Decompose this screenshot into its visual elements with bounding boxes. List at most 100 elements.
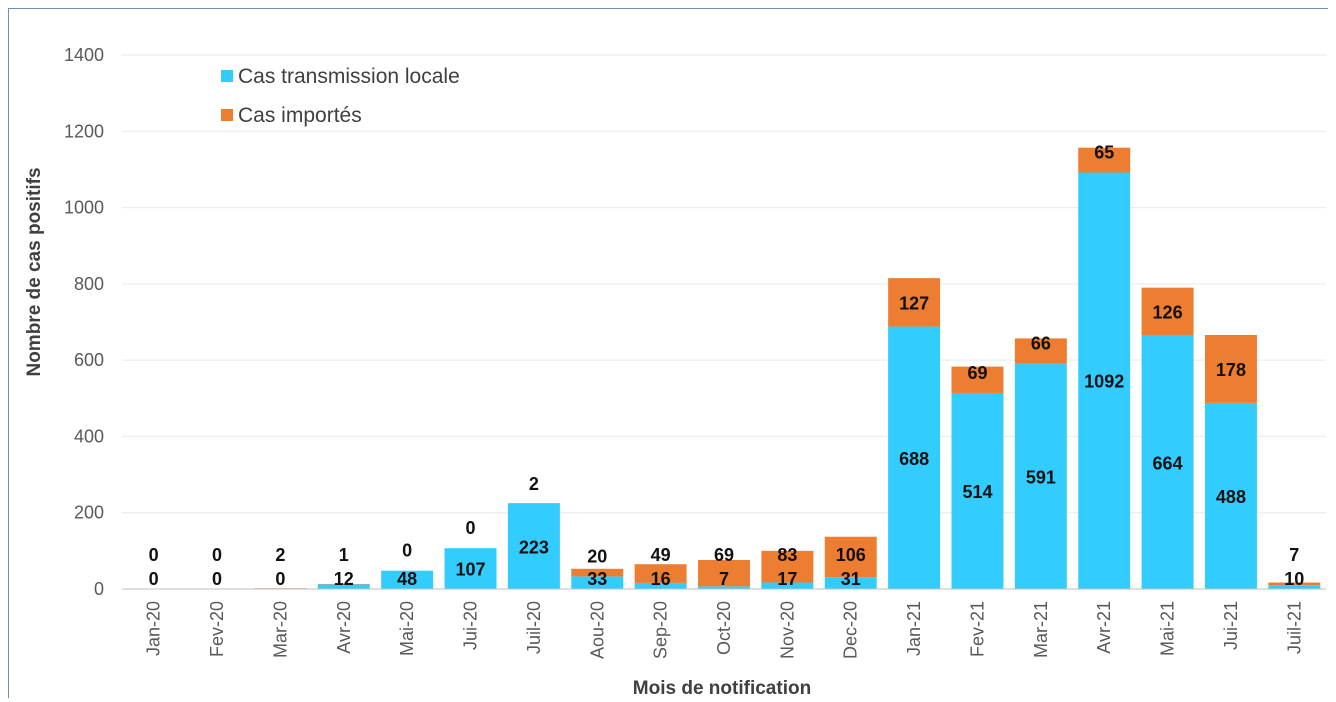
x-tick-label: Sep-20 bbox=[651, 601, 671, 659]
data-label-local: 223 bbox=[519, 537, 549, 557]
data-label-local: 0 bbox=[149, 569, 159, 589]
bar-imported bbox=[761, 550, 814, 583]
data-label-imported: 127 bbox=[899, 293, 929, 313]
data-label-local: 0 bbox=[275, 569, 285, 589]
bar-imported bbox=[571, 568, 624, 577]
bar-local bbox=[1141, 335, 1194, 589]
y-tick-label: 1400 bbox=[64, 45, 104, 65]
x-tick-label: Mai-21 bbox=[1158, 601, 1178, 656]
x-tick-label: Juil-21 bbox=[1284, 601, 1304, 654]
bar-local bbox=[381, 570, 434, 589]
bar-imported bbox=[698, 560, 750, 587]
data-label-imported: 69 bbox=[714, 545, 734, 565]
x-tick-label: Mar-21 bbox=[1031, 601, 1051, 658]
data-label-imported: 2 bbox=[275, 545, 285, 565]
data-label-imported: 1 bbox=[339, 545, 349, 565]
x-tick-label: Jan-20 bbox=[144, 601, 164, 656]
data-label-local: 17 bbox=[777, 569, 797, 589]
y-axis-title: Nombre de cas positifs bbox=[24, 167, 45, 376]
data-label-imported: 0 bbox=[402, 541, 412, 561]
y-tick-label: 200 bbox=[74, 503, 104, 523]
x-tick-label: Fev-21 bbox=[967, 601, 987, 657]
y-tick-label: 0 bbox=[94, 579, 104, 599]
chart-frame bbox=[8, 8, 1328, 698]
data-label-local: 0 bbox=[212, 569, 222, 589]
bar-local bbox=[698, 586, 750, 589]
data-label-imported: 66 bbox=[1031, 334, 1051, 354]
x-axis-ticks: Jan-20 Fev-20 Mar-20 Avr-20 Mai-20 Jui-20 Juil… bbox=[144, 601, 1305, 659]
data-label-imported: 69 bbox=[967, 363, 987, 383]
x-tick-label: Juil-20 bbox=[524, 601, 544, 654]
x-tick-label: Mai-20 bbox=[397, 601, 417, 656]
y-tick-label: 600 bbox=[74, 350, 104, 370]
x-tick-label: Jui-21 bbox=[1221, 601, 1241, 650]
data-label-imported: 0 bbox=[212, 545, 222, 565]
data-label-local: 664 bbox=[1153, 453, 1183, 473]
bar-imported bbox=[951, 366, 1004, 393]
bar-local bbox=[1078, 172, 1131, 590]
bar-local bbox=[571, 576, 624, 589]
y-tick-label: 800 bbox=[74, 274, 104, 294]
data-label-imported: 0 bbox=[149, 545, 159, 565]
bar-imported bbox=[507, 503, 560, 504]
bar-local bbox=[444, 548, 497, 589]
bar-local bbox=[1014, 363, 1067, 589]
x-tick-label: Avr-20 bbox=[334, 601, 354, 654]
bar-imported bbox=[888, 278, 941, 327]
data-label-imported: 2 bbox=[529, 474, 539, 494]
legend-label-local: Cas transmission locale bbox=[238, 65, 460, 88]
legend: Cas transmission locale Cas importés bbox=[221, 65, 460, 127]
bar-imported bbox=[634, 564, 687, 583]
y-tick-label: 1000 bbox=[64, 198, 104, 218]
legend-swatch-local bbox=[221, 70, 233, 82]
data-label-local: 514 bbox=[962, 482, 992, 502]
bar-local bbox=[824, 577, 877, 589]
x-axis-title: Mois de notification bbox=[633, 678, 811, 699]
data-labels: 0000021214801070223233201649769178331106… bbox=[149, 142, 1305, 589]
bar-local bbox=[634, 582, 687, 589]
x-tick-label: Jui-20 bbox=[461, 601, 481, 650]
data-label-local: 10 bbox=[1284, 569, 1304, 589]
x-tick-label: Fev-20 bbox=[207, 601, 227, 657]
data-label-local: 12 bbox=[334, 569, 354, 589]
bar-imported bbox=[1014, 338, 1067, 364]
y-tick-label: 1200 bbox=[64, 121, 104, 141]
x-tick-label: Oct-20 bbox=[714, 601, 734, 655]
data-label-imported: 83 bbox=[777, 545, 797, 565]
data-label-imported: 178 bbox=[1216, 360, 1246, 380]
legend-label-imported: Cas importés bbox=[238, 104, 362, 127]
data-label-local: 688 bbox=[899, 449, 929, 469]
x-tick-label: Jan-21 bbox=[904, 601, 924, 656]
data-label-local: 16 bbox=[651, 569, 671, 589]
bars bbox=[254, 147, 1321, 590]
data-label-local: 488 bbox=[1216, 487, 1246, 507]
bar-local bbox=[888, 326, 941, 589]
bar-local bbox=[1268, 585, 1321, 589]
data-label-local: 33 bbox=[587, 569, 607, 589]
data-label-imported: 65 bbox=[1094, 142, 1114, 162]
data-label-imported: 0 bbox=[466, 518, 476, 538]
bar-local bbox=[317, 584, 370, 589]
data-label-local: 48 bbox=[397, 569, 417, 589]
bar-imported bbox=[1141, 287, 1194, 336]
bar-imported bbox=[824, 536, 877, 578]
data-label-imported: 126 bbox=[1153, 303, 1183, 323]
bar-imported bbox=[1078, 147, 1131, 173]
data-label-imported: 7 bbox=[1289, 545, 1299, 565]
data-label-imported: 106 bbox=[836, 545, 866, 565]
bar-imported bbox=[1268, 582, 1321, 586]
legend-swatch-imported bbox=[221, 109, 233, 121]
data-label-local: 7 bbox=[719, 569, 729, 589]
data-label-local: 31 bbox=[841, 569, 861, 589]
x-tick-label: Nov-20 bbox=[777, 601, 797, 659]
bar-imported bbox=[1204, 334, 1257, 403]
data-label-imported: 49 bbox=[651, 545, 671, 565]
data-label-imported: 20 bbox=[587, 546, 607, 566]
data-label-local: 107 bbox=[456, 560, 486, 580]
data-label-local: 1092 bbox=[1084, 372, 1124, 392]
bar-local bbox=[1204, 402, 1257, 589]
x-tick-label: Dec-20 bbox=[841, 601, 861, 659]
x-tick-label: Mar-20 bbox=[270, 601, 290, 658]
x-tick-label: Avr-21 bbox=[1094, 601, 1114, 654]
